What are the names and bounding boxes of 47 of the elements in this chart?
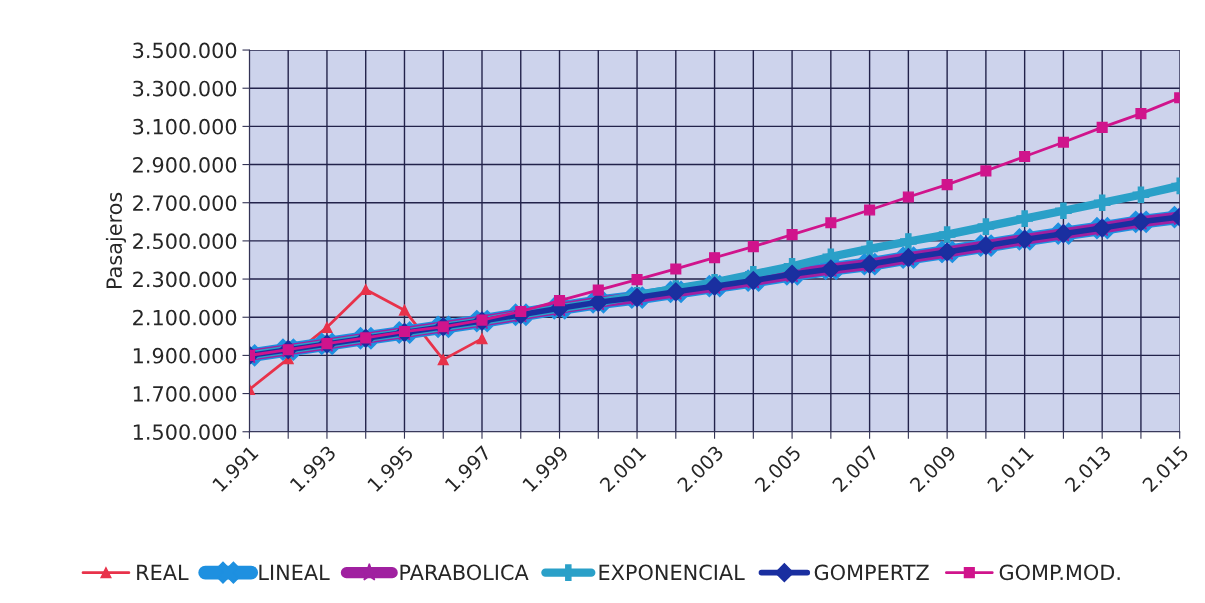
point [747,241,759,253]
point [1016,210,1033,227]
y-tick-label: 2.900.000 [133,157,237,173]
point [977,218,995,235]
y-tick-label: 3.100.000 [133,118,237,135]
point [709,252,721,264]
y-tick-label: 2.500.000 [133,233,237,250]
point [825,217,837,229]
point [900,233,917,250]
y-tick-label: 3.500.000 [133,42,237,59]
y-tick-label: 1.900.000 [133,347,237,364]
point [938,226,956,243]
point [1135,108,1147,120]
point [592,284,604,296]
y-tick-label: 1.500.000 [133,424,237,440]
point [1055,202,1072,220]
point [360,284,372,296]
point [476,333,488,345]
point [670,263,682,275]
point [398,304,411,316]
point [864,204,876,216]
legend-label: LINEAL [259,564,330,580]
y-axis-title: Pasajeros [105,192,127,289]
legend-label: PARABOLICA [400,564,529,581]
legend-label: GOMP.MOD. [999,564,1120,581]
y-tick-label: 2.300.000 [133,271,237,288]
point [980,165,992,177]
legend-label: REAL [137,564,189,580]
point [1019,150,1031,163]
point [786,229,798,241]
point [631,274,643,286]
y-tick-label: 2.100.000 [133,309,237,326]
point [941,179,953,191]
point [1057,136,1069,148]
y-tick-label: 2.700.000 [133,195,237,211]
point [1096,121,1108,133]
legend-label: GOMPERTZ [814,564,929,581]
point [1132,186,1150,204]
point [861,240,878,258]
legend-label: EXPONENCIAL [599,564,745,581]
point [902,191,914,203]
point [1093,194,1111,212]
point [321,321,333,333]
y-tick-label: 1.700.000 [133,386,237,402]
point [437,354,449,366]
point [553,295,566,307]
y-tick-label: 3.300.000 [133,80,237,97]
